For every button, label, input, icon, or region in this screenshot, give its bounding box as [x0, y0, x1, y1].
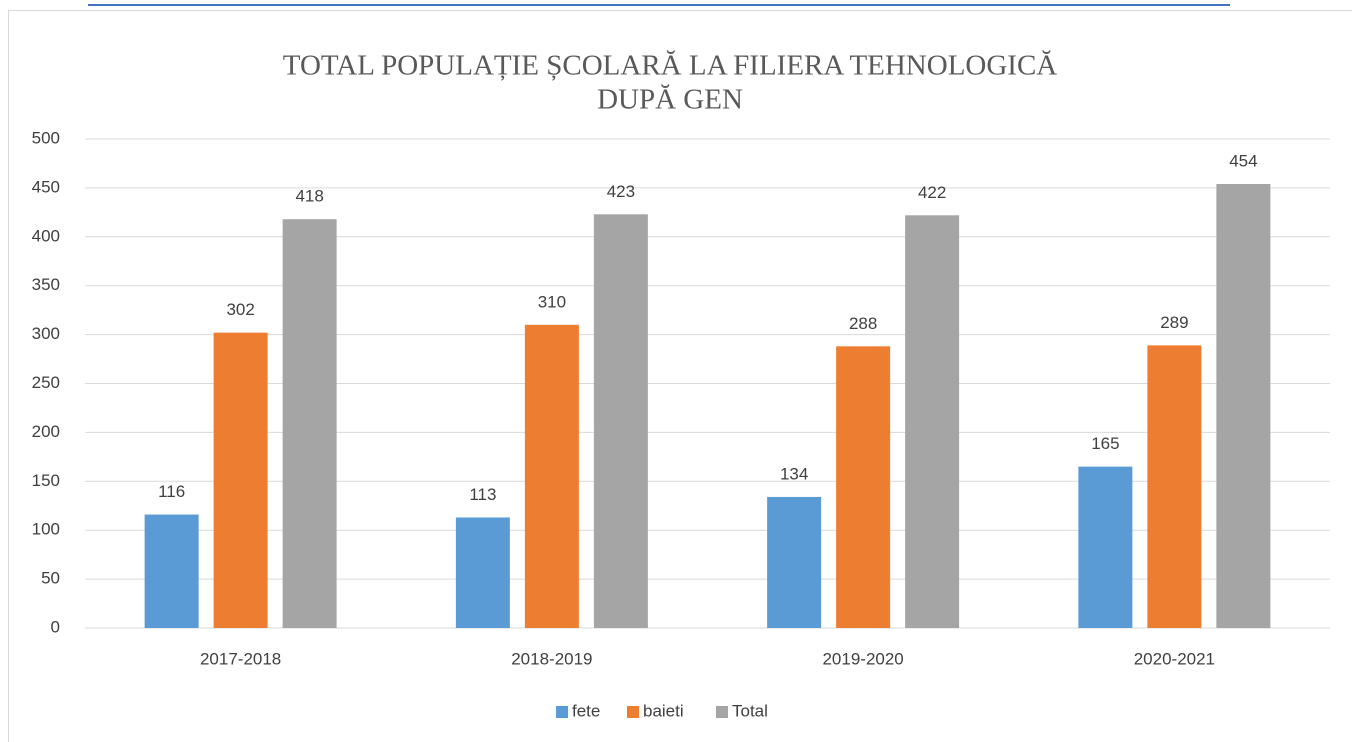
bar [213, 332, 268, 628]
bar [144, 514, 199, 628]
y-tick-label: 500 [32, 128, 60, 147]
value-label: 422 [918, 183, 946, 202]
value-label: 288 [849, 314, 877, 333]
value-label: 310 [538, 292, 566, 311]
bar [1147, 345, 1202, 628]
value-label: 418 [295, 187, 323, 206]
y-tick-label: 400 [32, 226, 60, 245]
bar [836, 346, 891, 628]
legend-swatch [556, 706, 568, 718]
legend-swatch [716, 706, 728, 718]
y-tick-label: 250 [32, 373, 60, 392]
bar [1216, 183, 1271, 628]
legend-label: Total [732, 701, 768, 720]
y-tick-label: 200 [32, 422, 60, 441]
legend-label: baieti [643, 701, 684, 720]
bar [282, 219, 337, 629]
value-label: 302 [226, 300, 254, 319]
y-tick-label: 350 [32, 275, 60, 294]
chart-border [8, 10, 1352, 742]
bar [905, 215, 960, 628]
value-label: 423 [607, 182, 635, 201]
value-label: 113 [469, 485, 496, 504]
value-label: 116 [158, 482, 185, 501]
y-tick-label: 50 [41, 569, 60, 588]
chart-title: DUPĂ GEN [597, 84, 743, 116]
y-tick-label: 300 [32, 324, 60, 343]
y-tick-label: 150 [32, 471, 60, 490]
value-label: 134 [780, 464, 808, 483]
legend-label: fete [572, 701, 600, 720]
bar [767, 496, 822, 628]
y-tick-label: 450 [32, 177, 60, 196]
chart-title: TOTAL POPULAȚIE ȘCOLARĂ LA FILIERA TEHNO… [283, 50, 1058, 82]
bar [1078, 466, 1133, 628]
x-tick-label: 2017-2018 [200, 649, 281, 668]
value-label: 289 [1160, 313, 1188, 332]
value-label: 454 [1229, 151, 1257, 170]
y-tick-label: 100 [32, 520, 60, 539]
bar [455, 517, 510, 628]
y-tick-label: 0 [51, 617, 60, 636]
legend-swatch [627, 706, 639, 718]
x-tick-label: 2018-2019 [511, 649, 592, 668]
x-tick-label: 2019-2020 [822, 649, 903, 668]
x-tick-label: 2020-2021 [1134, 649, 1215, 668]
bar [593, 214, 648, 628]
bar [524, 324, 579, 628]
value-label: 165 [1091, 434, 1119, 453]
